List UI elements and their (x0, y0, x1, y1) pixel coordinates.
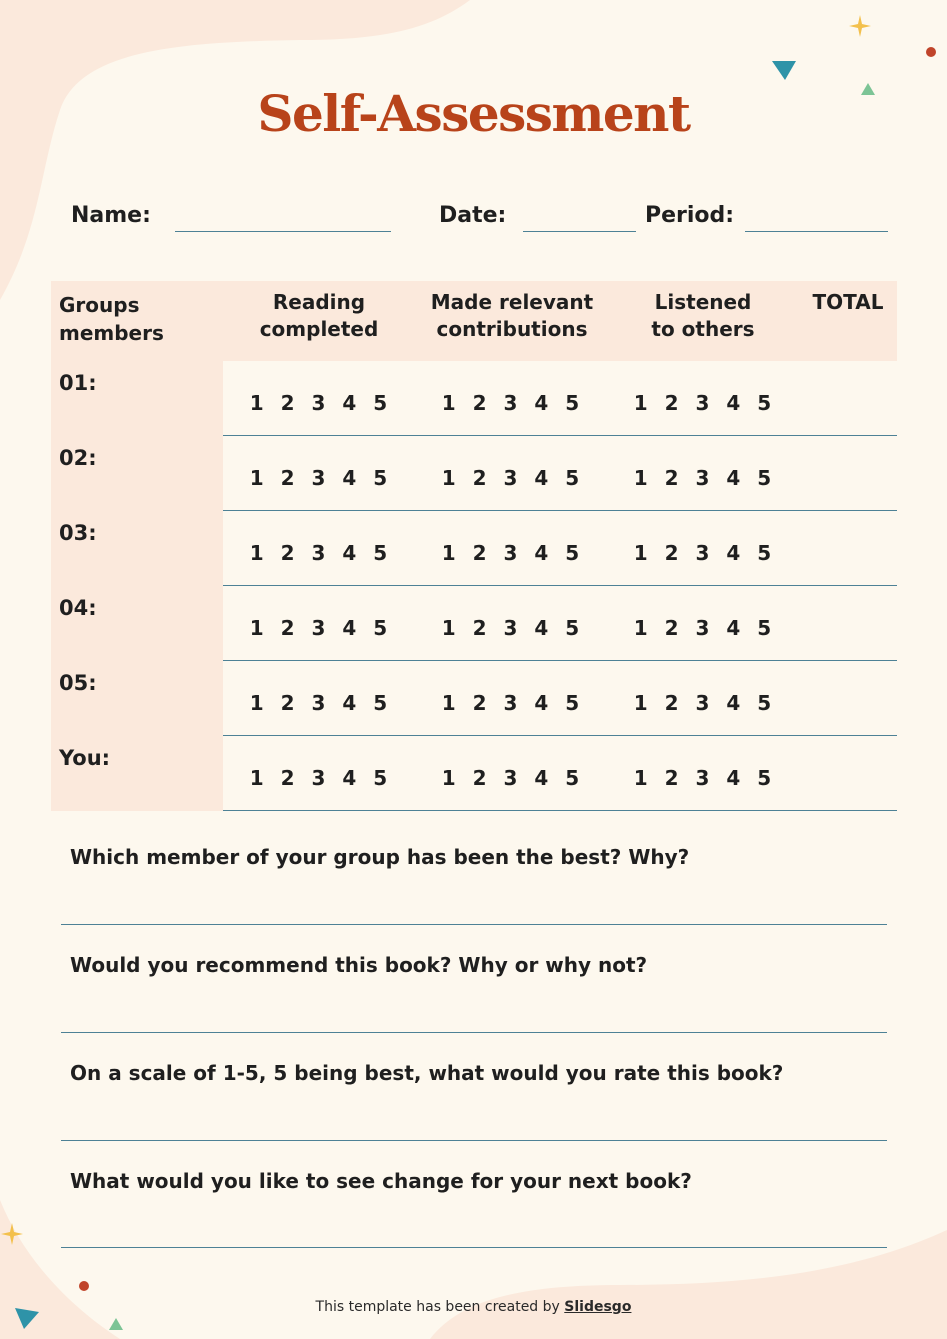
reading-rating[interactable]: 1 2 3 4 5 (249, 766, 393, 790)
period-label: Period: (645, 203, 735, 228)
row-label: 03: (59, 521, 97, 545)
row-label: 02: (59, 446, 97, 470)
sparkle-icon (1, 1223, 23, 1245)
member-column-background (51, 361, 223, 811)
listened-rating[interactable]: 1 2 3 4 5 (633, 391, 777, 415)
contributions-rating[interactable]: 1 2 3 4 5 (441, 616, 585, 640)
question-next-book-change: What would you like to see change for yo… (70, 1169, 692, 1193)
row-label: 01: (59, 371, 97, 395)
period-field[interactable] (745, 231, 888, 232)
listened-rating[interactable]: 1 2 3 4 5 (633, 616, 777, 640)
reading-rating[interactable]: 1 2 3 4 5 (249, 541, 393, 565)
answer-field-best-member[interactable] (61, 924, 887, 925)
header-total: TOTAL (812, 290, 884, 314)
contributions-rating[interactable]: 1 2 3 4 5 (441, 691, 585, 715)
row-divider (223, 810, 897, 811)
triangle-icon (109, 1318, 123, 1330)
row-label: 05: (59, 671, 97, 695)
answer-field-recommend-book[interactable] (61, 1032, 887, 1033)
listened-rating[interactable]: 1 2 3 4 5 (633, 541, 777, 565)
header-text: Made relevant (430, 290, 594, 314)
triangle-icon (861, 83, 875, 95)
contributions-rating[interactable]: 1 2 3 4 5 (441, 391, 585, 415)
header-made-relevant-contributions: Made relevant contributions (417, 289, 607, 343)
question-best-member: Which member of your group has been the … (70, 845, 690, 869)
name-field[interactable] (175, 231, 391, 232)
listened-rating[interactable]: 1 2 3 4 5 (633, 766, 777, 790)
page-title: Self-Assessment (257, 84, 691, 143)
date-label: Date: (439, 203, 507, 228)
contributions-rating[interactable]: 1 2 3 4 5 (441, 766, 585, 790)
header-reading-completed: Reading completed (239, 289, 399, 343)
table-row: 05: 1 2 3 4 5 1 2 3 4 5 1 2 3 4 5 (51, 661, 897, 736)
row-divider (223, 435, 897, 436)
row-label: You: (59, 746, 111, 770)
name-label: Name: (71, 203, 151, 228)
reading-rating[interactable]: 1 2 3 4 5 (249, 391, 393, 415)
row-divider (223, 510, 897, 511)
footer-credit: This template has been created by Slides… (0, 1299, 947, 1315)
row-divider (223, 660, 897, 661)
header-text: Groups (59, 293, 140, 317)
listened-rating[interactable]: 1 2 3 4 5 (633, 466, 777, 490)
dot-icon (926, 47, 936, 57)
reading-rating[interactable]: 1 2 3 4 5 (249, 466, 393, 490)
contributions-rating[interactable]: 1 2 3 4 5 (441, 466, 585, 490)
row-divider (223, 735, 897, 736)
table-row: 03: 1 2 3 4 5 1 2 3 4 5 1 2 3 4 5 (51, 511, 897, 586)
header-text: Listened (654, 290, 752, 314)
header-text: Reading (272, 290, 366, 314)
row-label: 04: (59, 596, 97, 620)
contributions-rating[interactable]: 1 2 3 4 5 (441, 541, 585, 565)
header-text: to others (651, 317, 755, 341)
triangle-icon (15, 1308, 39, 1329)
header-groups-members: Groups members (59, 291, 229, 347)
header-text: contributions (436, 317, 588, 341)
header-text: members (59, 321, 164, 345)
sparkle-icon (849, 15, 871, 37)
dot-icon (79, 1281, 89, 1291)
table-row: 01: 1 2 3 4 5 1 2 3 4 5 1 2 3 4 5 (51, 361, 897, 436)
question-rate-book: On a scale of 1-5, 5 being best, what wo… (70, 1061, 784, 1085)
table-header-background (51, 281, 897, 361)
question-recommend-book: Would you recommend this book? Why or wh… (70, 953, 648, 977)
answer-field-next-book-change[interactable] (61, 1247, 887, 1248)
reading-rating[interactable]: 1 2 3 4 5 (249, 616, 393, 640)
table-row: You: 1 2 3 4 5 1 2 3 4 5 1 2 3 4 5 (51, 736, 897, 811)
header-listened-to-others: Listened to others (623, 289, 783, 343)
table-row: 04: 1 2 3 4 5 1 2 3 4 5 1 2 3 4 5 (51, 586, 897, 661)
assessment-table: Groups members Reading completed Made re… (51, 281, 897, 811)
reading-rating[interactable]: 1 2 3 4 5 (249, 691, 393, 715)
listened-rating[interactable]: 1 2 3 4 5 (633, 691, 777, 715)
table-row: 02: 1 2 3 4 5 1 2 3 4 5 1 2 3 4 5 (51, 436, 897, 511)
brand-link[interactable]: Slidesgo (564, 1299, 632, 1315)
triangle-icon (772, 61, 796, 80)
date-field[interactable] (523, 231, 636, 232)
row-divider (223, 585, 897, 586)
answer-field-rate-book[interactable] (61, 1140, 887, 1141)
footer-text: This template has been created by (315, 1299, 565, 1315)
header-text: completed (259, 317, 379, 341)
